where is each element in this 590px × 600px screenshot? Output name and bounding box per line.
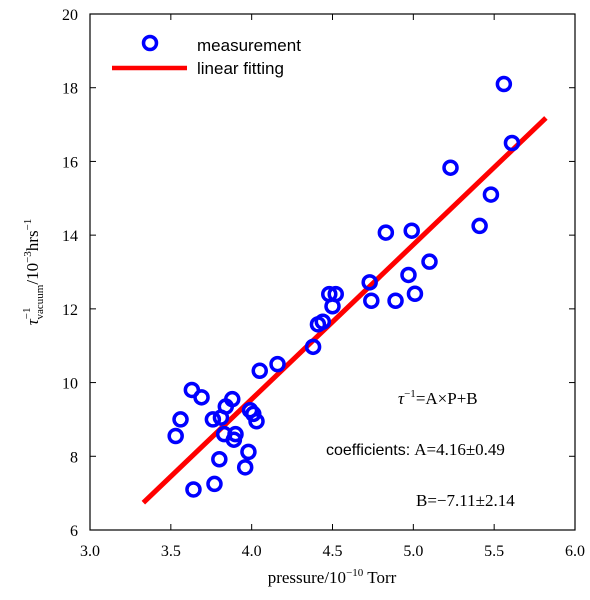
data-point <box>421 253 438 270</box>
x-tick-label: 4.5 <box>323 543 343 560</box>
data-point <box>236 459 254 476</box>
data-point <box>482 186 500 203</box>
data-point <box>172 411 189 428</box>
data-point <box>167 427 184 445</box>
legend-label-measurement: measurement <box>197 36 301 55</box>
data-point <box>248 413 265 430</box>
data-point <box>387 292 404 309</box>
x-tick-label: 5.0 <box>403 543 423 560</box>
y-tick-label: 16 <box>62 154 78 171</box>
fit-coefficients-b: B=−7.11±2.14 <box>416 491 515 510</box>
data-point <box>406 285 424 302</box>
data-point <box>224 390 241 408</box>
data-point <box>471 217 488 235</box>
data-point <box>403 222 420 239</box>
data-point <box>269 355 286 373</box>
data-point <box>251 362 268 380</box>
data-point <box>193 389 210 406</box>
y-tick-label: 6 <box>70 523 78 540</box>
x-tick-label: 6.0 <box>565 543 585 560</box>
y-tick-label: 20 <box>62 7 78 24</box>
data-point <box>227 425 244 443</box>
data-point <box>204 411 222 428</box>
fit-line <box>141 116 548 505</box>
data-point <box>400 266 417 284</box>
y-tick-label: 18 <box>62 81 78 98</box>
x-tick-label: 5.5 <box>484 543 504 560</box>
data-point <box>363 292 380 309</box>
tick-labels: 3.0 3.5 4.0 4.5 5.0 5.5 6.0 6 8 10 12 14 16 18 20 <box>62 7 585 560</box>
data-point <box>185 481 202 498</box>
x-tick-label: 3.5 <box>161 543 181 560</box>
y-tick-label: 14 <box>62 228 78 245</box>
data-point <box>240 443 257 461</box>
x-tick-label: 4.0 <box>242 543 262 560</box>
data-point <box>377 224 395 241</box>
legend-label-linear-fitting: linear fitting <box>197 59 284 78</box>
data-point <box>327 285 344 303</box>
fit-equation: τ−1=A×P+B <box>398 388 478 408</box>
x-tick-label: 3.0 <box>80 543 100 560</box>
data-point <box>503 134 521 152</box>
legend-marker-measurement <box>141 34 159 52</box>
data-point <box>361 274 378 291</box>
axis-ticks <box>89 13 576 531</box>
data-point <box>211 450 228 468</box>
y-tick-label: 10 <box>62 376 78 393</box>
data-point <box>304 338 322 356</box>
data-point <box>206 475 223 493</box>
fit-coefficients-a: coefficients: A=4.16±0.49 <box>326 440 505 459</box>
y-tick-label: 8 <box>70 449 78 466</box>
data-point <box>314 313 332 331</box>
y-tick-label: 12 <box>62 302 78 319</box>
y-axis-label: τ−1vacuum/10−3hrs−1 <box>21 219 46 326</box>
series-layer <box>141 75 548 505</box>
plot-frame <box>89 13 576 531</box>
x-axis-label: pressure/10−10 Torr <box>268 567 397 587</box>
legend: measurement linear fitting <box>112 34 301 78</box>
data-point <box>442 159 459 176</box>
data-point <box>495 75 513 93</box>
